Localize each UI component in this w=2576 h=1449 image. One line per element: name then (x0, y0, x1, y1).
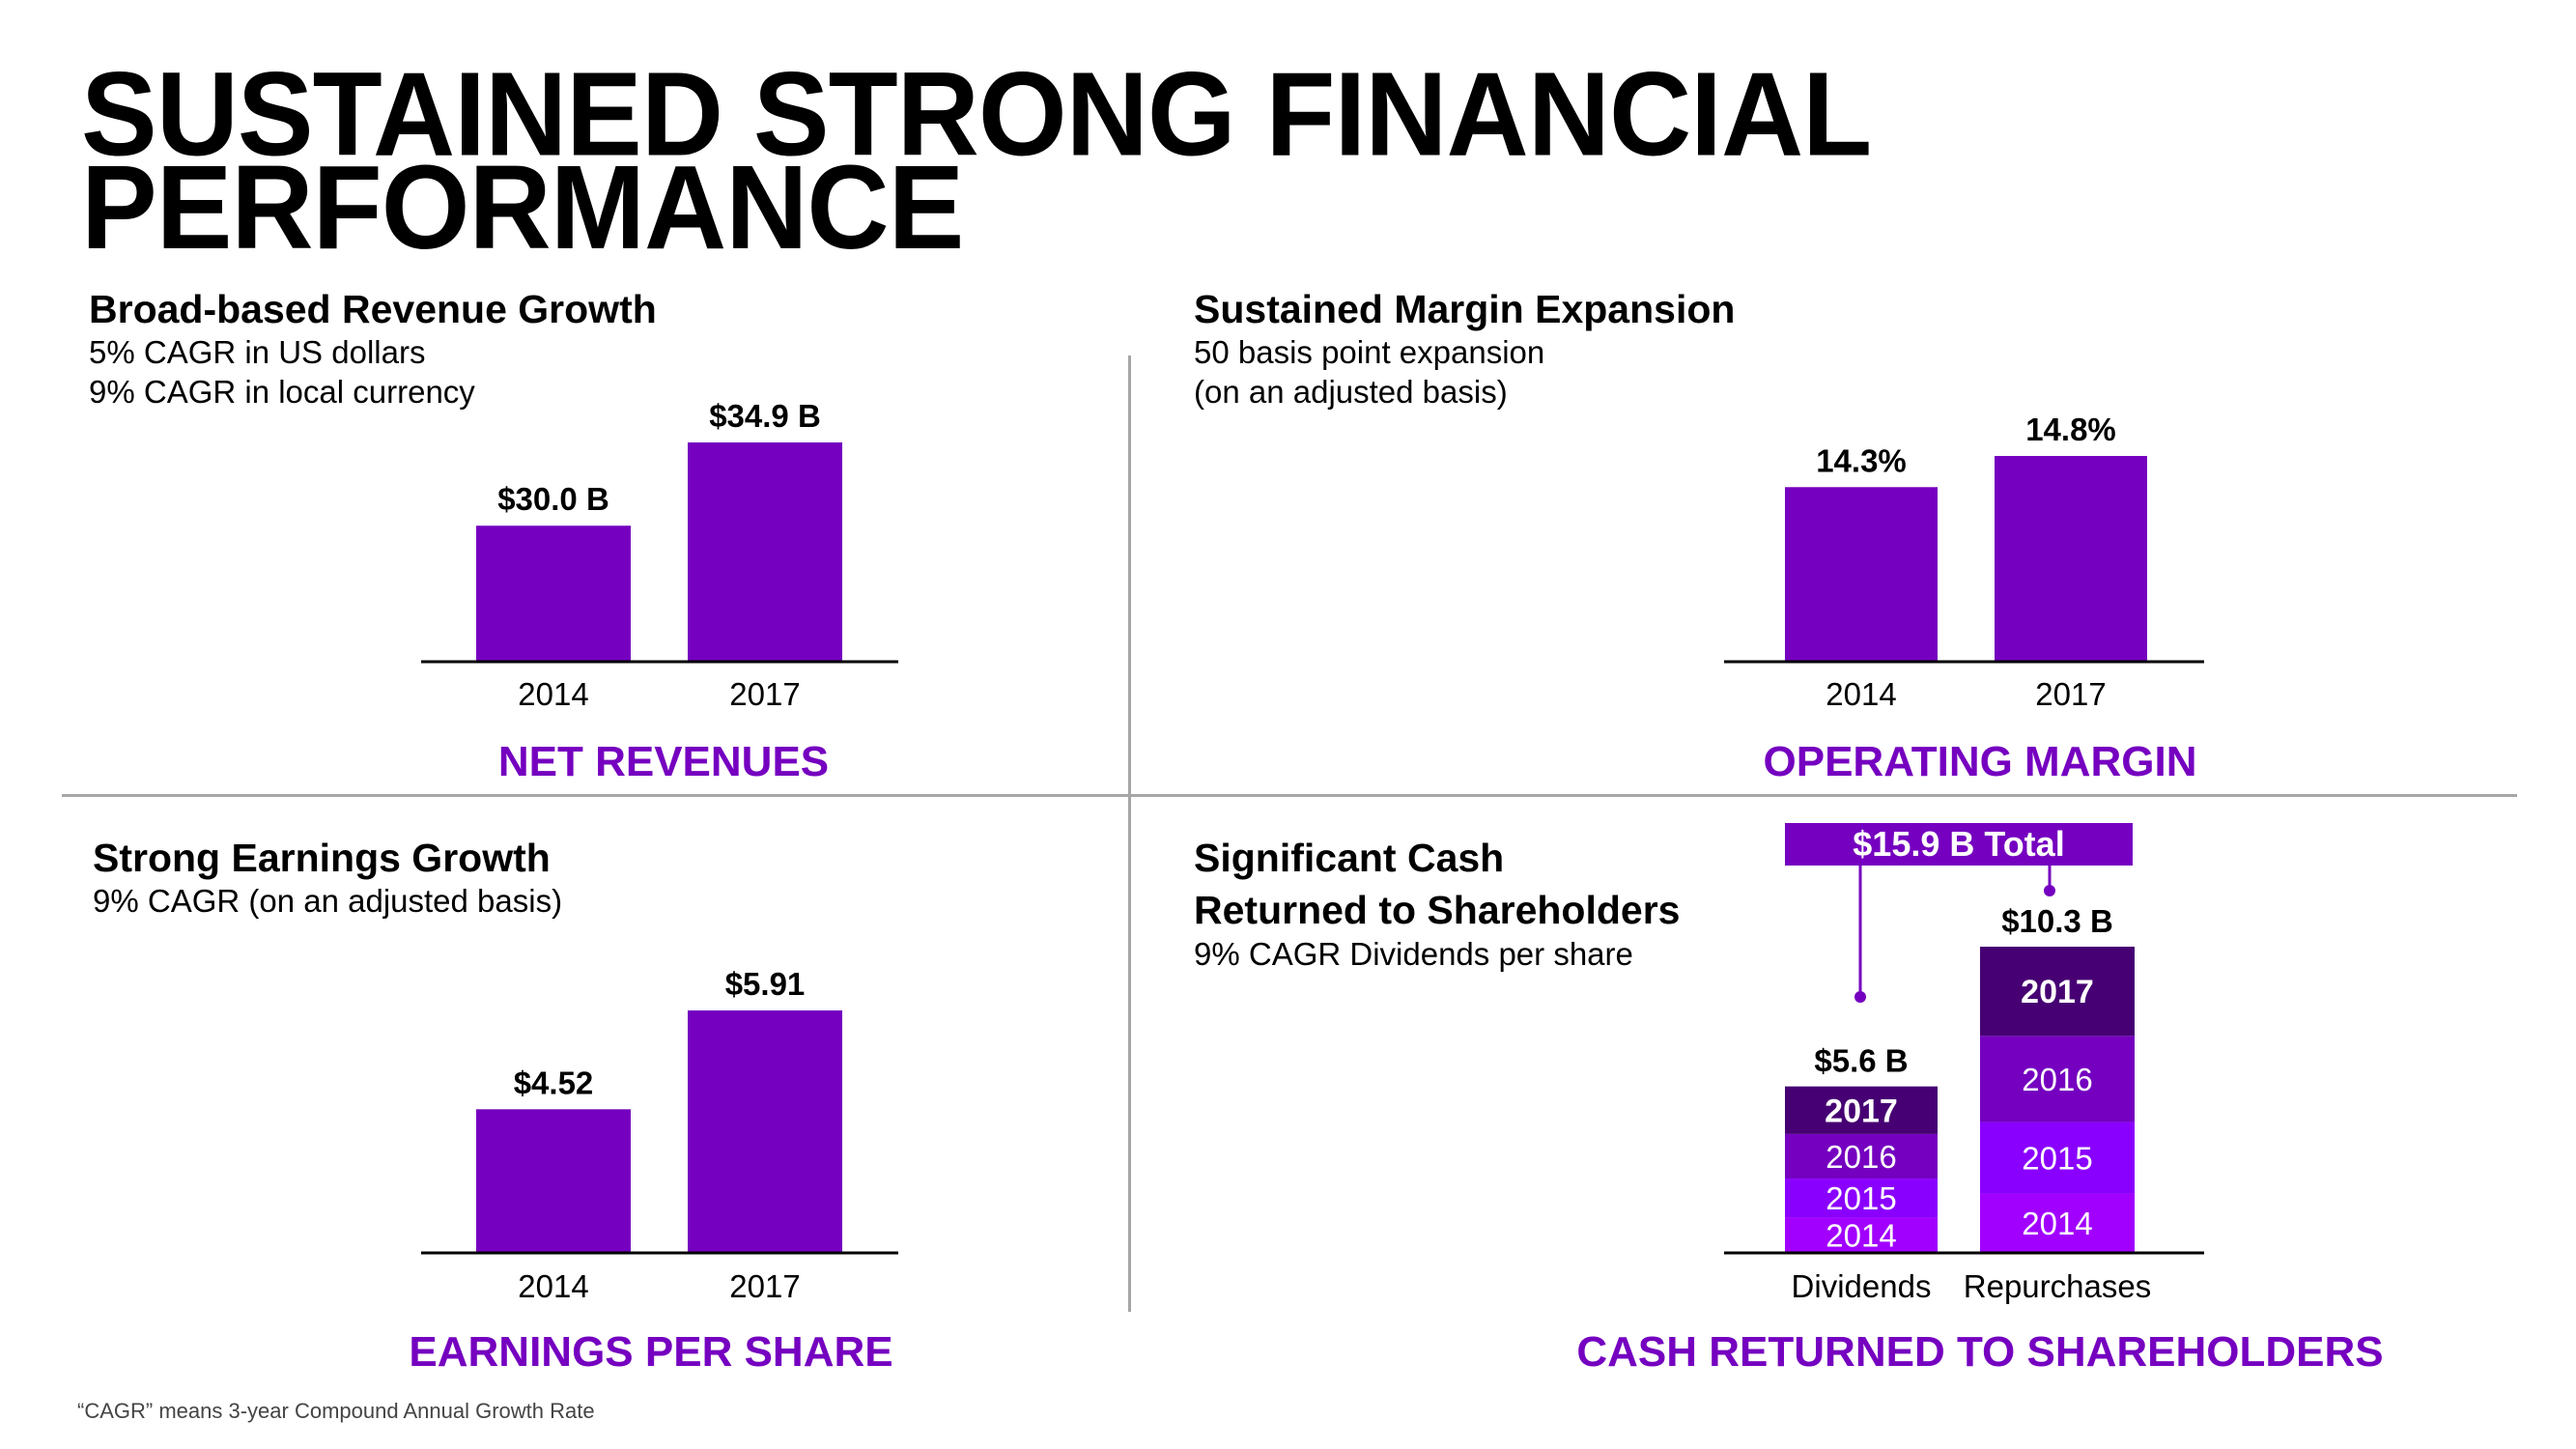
cash-segment-repurchases-2015 (1980, 1122, 2135, 1194)
margin-bar-2017 (1995, 456, 2147, 662)
operating-margin-label: OPERATING MARGIN (1763, 738, 2197, 785)
page-title: SUSTAINED STRONG FINANCIAL PERFORMANCE (81, 47, 1870, 275)
cash-segment-dividends-2014 (1785, 1217, 1938, 1253)
earnings-subtitle: 9% CAGR (on an adjusted basis) (93, 881, 562, 921)
eps-bar-2014 (476, 1109, 631, 1253)
eps-bar-2017 (688, 1010, 842, 1253)
cash-segment-label-dividends-2014: 2014 (1826, 1218, 1896, 1254)
cash-segment-dividends-2015 (1785, 1179, 1938, 1218)
cash-segment-dividends-2016 (1785, 1133, 1938, 1179)
net-revenue-value-label-2017: $34.9 B (709, 398, 821, 434)
margin-subtitle-line-1: 50 basis point expansion (1194, 334, 1545, 370)
cash-category-label-repurchases: Repurchases (1964, 1268, 2151, 1304)
revenue-subtitle-line-1: 5% CAGR in US dollars (89, 334, 426, 370)
cash-segment-label-dividends-2016: 2016 (1826, 1139, 1896, 1175)
margin-value-label-2017: 14.8% (2025, 412, 2116, 447)
cash-subtitle-line-1: 9% CAGR Dividends per share (1194, 936, 1633, 972)
margin-subtitle: 50 basis point expansion (on an adjusted… (1194, 332, 1544, 412)
net-revenue-category-label-2014: 2014 (518, 676, 588, 712)
cash-connector-dot-repurchases (2044, 885, 2055, 896)
cash-segment-repurchases-2017 (1980, 947, 2135, 1037)
eps-value-label-2017: $5.91 (725, 966, 806, 1002)
cash-segment-label-repurchases-2014: 2014 (2022, 1206, 2092, 1241)
revenue-subtitle-line-2: 9% CAGR in local currency (89, 374, 475, 410)
eps-category-label-2014: 2014 (518, 1268, 588, 1304)
margin-category-label-2017: 2017 (2035, 676, 2106, 712)
earnings-per-share-label: EARNINGS PER SHARE (409, 1328, 893, 1376)
revenue-heading: Broad-based Revenue Growth (89, 287, 657, 331)
horizontal-divider (62, 794, 2517, 797)
footnote: “CAGR” means 3-year Compound Annual Grow… (77, 1399, 595, 1423)
margin-value-label-2014: 14.3% (1816, 442, 1907, 478)
net-revenue-bar-2014 (476, 526, 631, 662)
cash-total-label-repurchases: $10.3 B (2001, 903, 2113, 939)
cash-segment-repurchases-2016 (1980, 1036, 2135, 1122)
cash-total-label-dividends: $5.6 B (1814, 1043, 1908, 1079)
cash-segment-label-dividends-2015: 2015 (1826, 1180, 1896, 1216)
cash-total-box-label: $15.9 B Total (1853, 824, 2064, 864)
margin-subtitle-line-2: (on an adjusted basis) (1194, 374, 1508, 410)
net-revenue-category-label-2017: 2017 (729, 676, 800, 712)
cash-heading-line-1: Significant Cash (1194, 836, 1505, 880)
margin-heading: Sustained Margin Expansion (1194, 287, 1736, 331)
margin-bar-2014 (1785, 487, 1938, 662)
eps-value-label-2014: $4.52 (514, 1065, 594, 1100)
cash-subtitle: 9% CAGR Dividends per share (1194, 934, 1633, 974)
cash-segment-label-dividends-2017: 2017 (1825, 1093, 1898, 1129)
cash-segment-label-repurchases-2017: 2017 (2021, 974, 2094, 1010)
cash-segment-label-repurchases-2016: 2016 (2022, 1062, 2092, 1097)
vertical-divider (1128, 355, 1131, 1312)
earnings-heading: Strong Earnings Growth (93, 836, 551, 880)
cash-returned-label: CASH RETURNED TO SHAREHOLDERS (1576, 1328, 2384, 1376)
cash-connector-dot-dividends (1854, 991, 1866, 1003)
revenue-subtitle: 5% CAGR in US dollars 9% CAGR in local c… (89, 332, 475, 412)
margin-category-label-2014: 2014 (1826, 676, 1896, 712)
cash-segment-repurchases-2014 (1980, 1193, 2135, 1253)
cash-segment-dividends-2017 (1785, 1086, 1938, 1134)
net-revenue-value-label-2014: $30.0 B (497, 481, 609, 517)
cash-segment-label-repurchases-2015: 2015 (2022, 1141, 2092, 1177)
earnings-subtitle-line-1: 9% CAGR (on an adjusted basis) (93, 883, 563, 919)
cash-category-label-dividends: Dividends (1792, 1268, 1932, 1304)
net-revenue-bar-2017 (688, 442, 842, 662)
cash-heading-line-2: Returned to Shareholders (1194, 888, 1681, 932)
net-revenues-label: NET REVENUES (497, 738, 830, 785)
cash-total-box (1785, 823, 2133, 866)
eps-category-label-2017: 2017 (729, 1268, 800, 1304)
